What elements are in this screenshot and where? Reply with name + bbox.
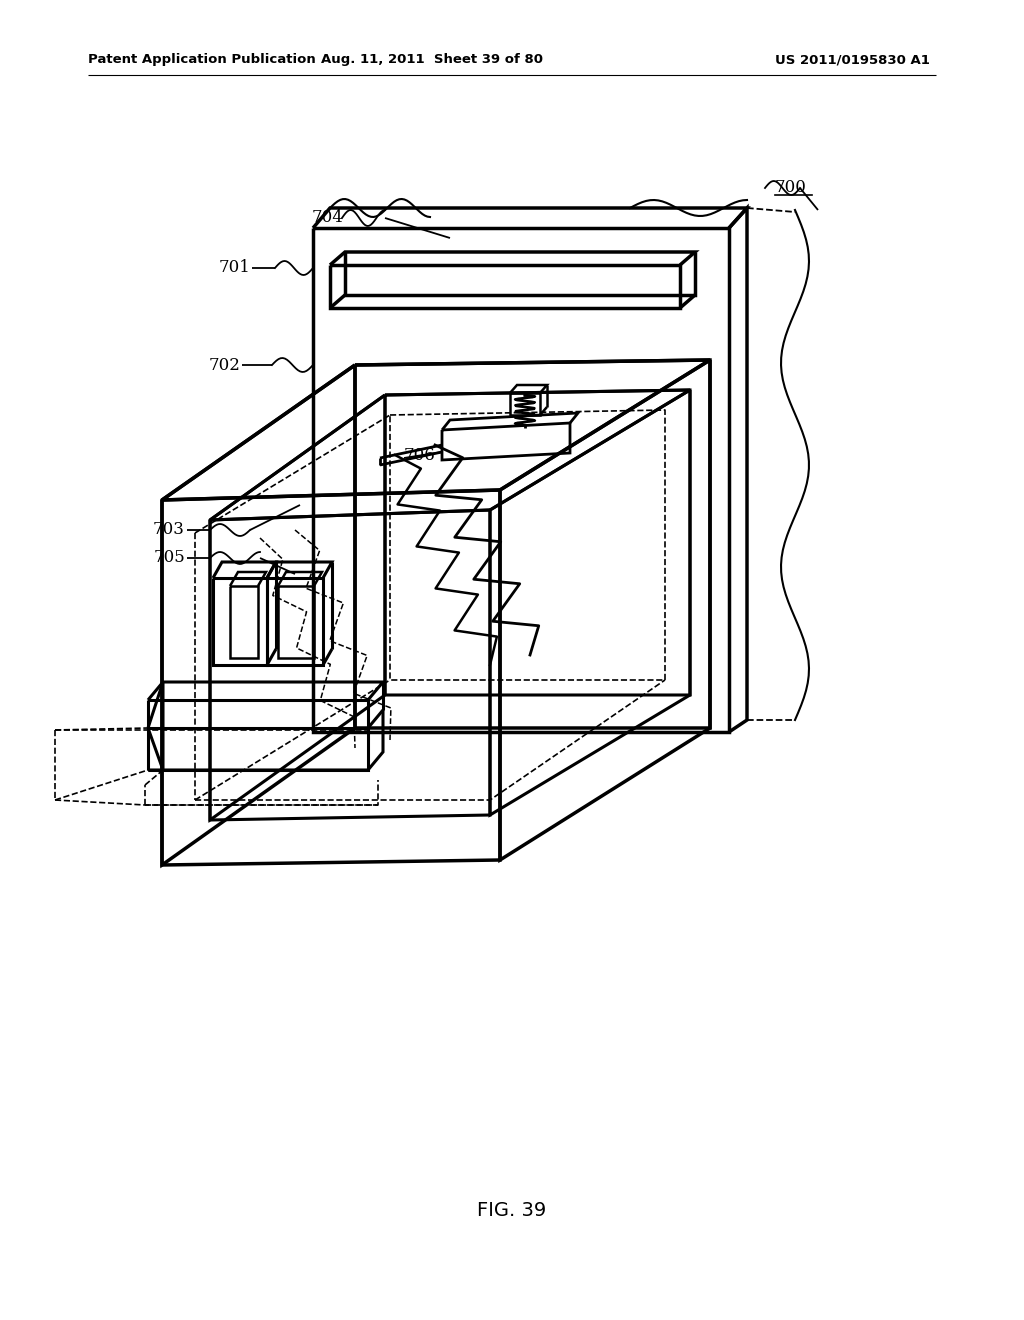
Text: Aug. 11, 2011  Sheet 39 of 80: Aug. 11, 2011 Sheet 39 of 80 — [321, 54, 543, 66]
Text: 702: 702 — [208, 356, 240, 374]
Text: 706: 706 — [404, 446, 436, 463]
Text: 703: 703 — [154, 521, 185, 539]
Text: FIG. 39: FIG. 39 — [477, 1200, 547, 1220]
Text: Patent Application Publication: Patent Application Publication — [88, 54, 315, 66]
Text: 705: 705 — [154, 549, 185, 566]
Text: US 2011/0195830 A1: US 2011/0195830 A1 — [775, 54, 930, 66]
Text: 704: 704 — [312, 210, 344, 227]
Text: 701: 701 — [218, 260, 250, 276]
Text: 700: 700 — [775, 180, 807, 197]
